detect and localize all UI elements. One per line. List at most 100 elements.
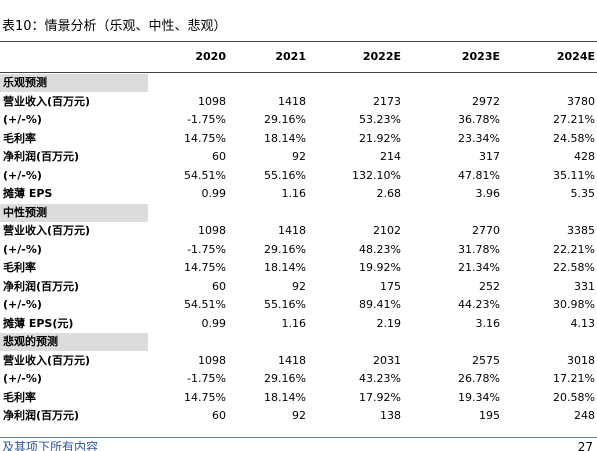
cell: 60	[212, 409, 226, 422]
cell: 23.34%	[458, 131, 500, 145]
cell: 31.78%	[458, 242, 500, 256]
row-label: 毛利率	[3, 261, 36, 274]
cell: 19.92%	[359, 261, 401, 274]
cell: 29.16%	[264, 372, 306, 385]
table-title: 表10：情景分析（乐观、中性、悲观）	[2, 19, 227, 34]
cell: 1418	[278, 224, 306, 237]
cell: 20.58%	[553, 390, 595, 404]
cell: 18.14%	[264, 131, 306, 145]
rule	[0, 72, 597, 73]
cell: 22.58%	[553, 261, 595, 274]
cell: 22.21%	[553, 242, 595, 256]
cell: 14.75%	[184, 390, 226, 404]
cell: 35.11%	[553, 168, 595, 182]
section-title: 悲观的预测	[3, 335, 58, 348]
cell: 3018	[567, 353, 595, 367]
cell: 3780	[567, 94, 595, 108]
cell: 2770	[472, 224, 500, 237]
cell: 60	[212, 150, 226, 163]
cell: 1418	[278, 94, 306, 108]
section-title: 中性预测	[3, 205, 47, 219]
cell: 4.13	[570, 316, 596, 330]
section-title: 乐观预测	[3, 76, 47, 89]
row-label: (+/-%)	[3, 298, 42, 311]
footer-text: 及其项下所有内容	[2, 440, 99, 451]
cell: 14.75%	[184, 131, 226, 145]
cell: 48.23%	[359, 242, 401, 256]
row-label: (+/-%)	[3, 113, 42, 126]
section-bg	[0, 333, 148, 351]
cell: 2173	[373, 94, 401, 108]
column-header: 2022E	[362, 50, 401, 63]
cell: 55.16%	[264, 168, 306, 182]
cell: 2.68	[376, 187, 402, 200]
cell: 18.14%	[264, 261, 306, 274]
cell: 3385	[567, 224, 595, 237]
row-label: 净利润(百万元)	[3, 150, 80, 163]
cell: 3.96	[475, 187, 501, 200]
cell: 30.98%	[553, 298, 595, 311]
cell: 47.81%	[458, 168, 500, 182]
column-header: 2023E	[461, 50, 500, 63]
cell: 29.16%	[264, 113, 306, 126]
cell: 1098	[198, 224, 226, 237]
column-header: 2020	[195, 50, 226, 63]
cell: 2.19	[376, 316, 402, 330]
cell: 0.99	[201, 316, 227, 330]
row-label: 营业收入(百万元)	[3, 94, 91, 108]
cell: 2972	[472, 94, 500, 108]
rule	[0, 41, 597, 42]
row-label: 净利润(百万元)	[3, 279, 80, 293]
cell: 5.35	[570, 187, 596, 200]
cell: 21.34%	[458, 261, 500, 274]
row-label: 毛利率	[3, 390, 36, 404]
cell: 3.16	[475, 316, 501, 330]
rule	[0, 437, 597, 438]
cell: 53.23%	[359, 113, 401, 126]
page-number: 27	[577, 440, 593, 451]
cell: 26.78%	[458, 372, 500, 385]
cell: 24.58%	[553, 131, 595, 145]
cell: -1.75%	[187, 113, 226, 126]
cell: -1.75%	[187, 242, 226, 256]
cell: 1.16	[281, 187, 307, 200]
cell: 92	[292, 279, 306, 293]
row-label: (+/-%)	[3, 372, 42, 385]
cell: 2031	[373, 353, 401, 367]
cell: 17.92%	[359, 390, 401, 404]
row-label: 营业收入(百万元)	[3, 224, 91, 237]
cell: 92	[292, 150, 306, 163]
cell: 36.78%	[458, 113, 500, 126]
cell: 44.23%	[458, 298, 500, 311]
cell: 175	[380, 279, 401, 293]
cell: 1098	[198, 94, 226, 108]
section-bg	[0, 203, 148, 222]
cell: 19.34%	[458, 390, 500, 404]
column-header: 2021	[275, 50, 306, 63]
cell: 27.21%	[553, 113, 595, 126]
cell: 214	[380, 150, 401, 163]
cell: 317	[479, 150, 500, 163]
cell: 92	[292, 409, 306, 422]
row-label: 净利润(百万元)	[3, 409, 80, 422]
cell: 132.10%	[352, 168, 401, 182]
cell: 2102	[373, 224, 401, 237]
cell: 21.92%	[359, 131, 401, 145]
cell: 43.23%	[359, 372, 401, 385]
row-label: (+/-%)	[3, 168, 42, 182]
cell: 60	[212, 279, 226, 293]
cell: 14.75%	[184, 261, 226, 274]
cell: 29.16%	[264, 242, 306, 256]
row-label: (+/-%)	[3, 242, 42, 256]
cell: 55.16%	[264, 298, 306, 311]
row-label: 摊薄 EPS(元)	[3, 316, 74, 330]
row-label: 营业收入(百万元)	[3, 353, 91, 367]
cell: 195	[479, 409, 500, 422]
section-bg	[0, 74, 148, 92]
cell: 1418	[278, 353, 306, 367]
cell: 18.14%	[264, 390, 306, 404]
cell: 0.99	[201, 187, 227, 200]
cell: 1098	[198, 353, 226, 367]
row-label: 毛利率	[3, 131, 36, 145]
